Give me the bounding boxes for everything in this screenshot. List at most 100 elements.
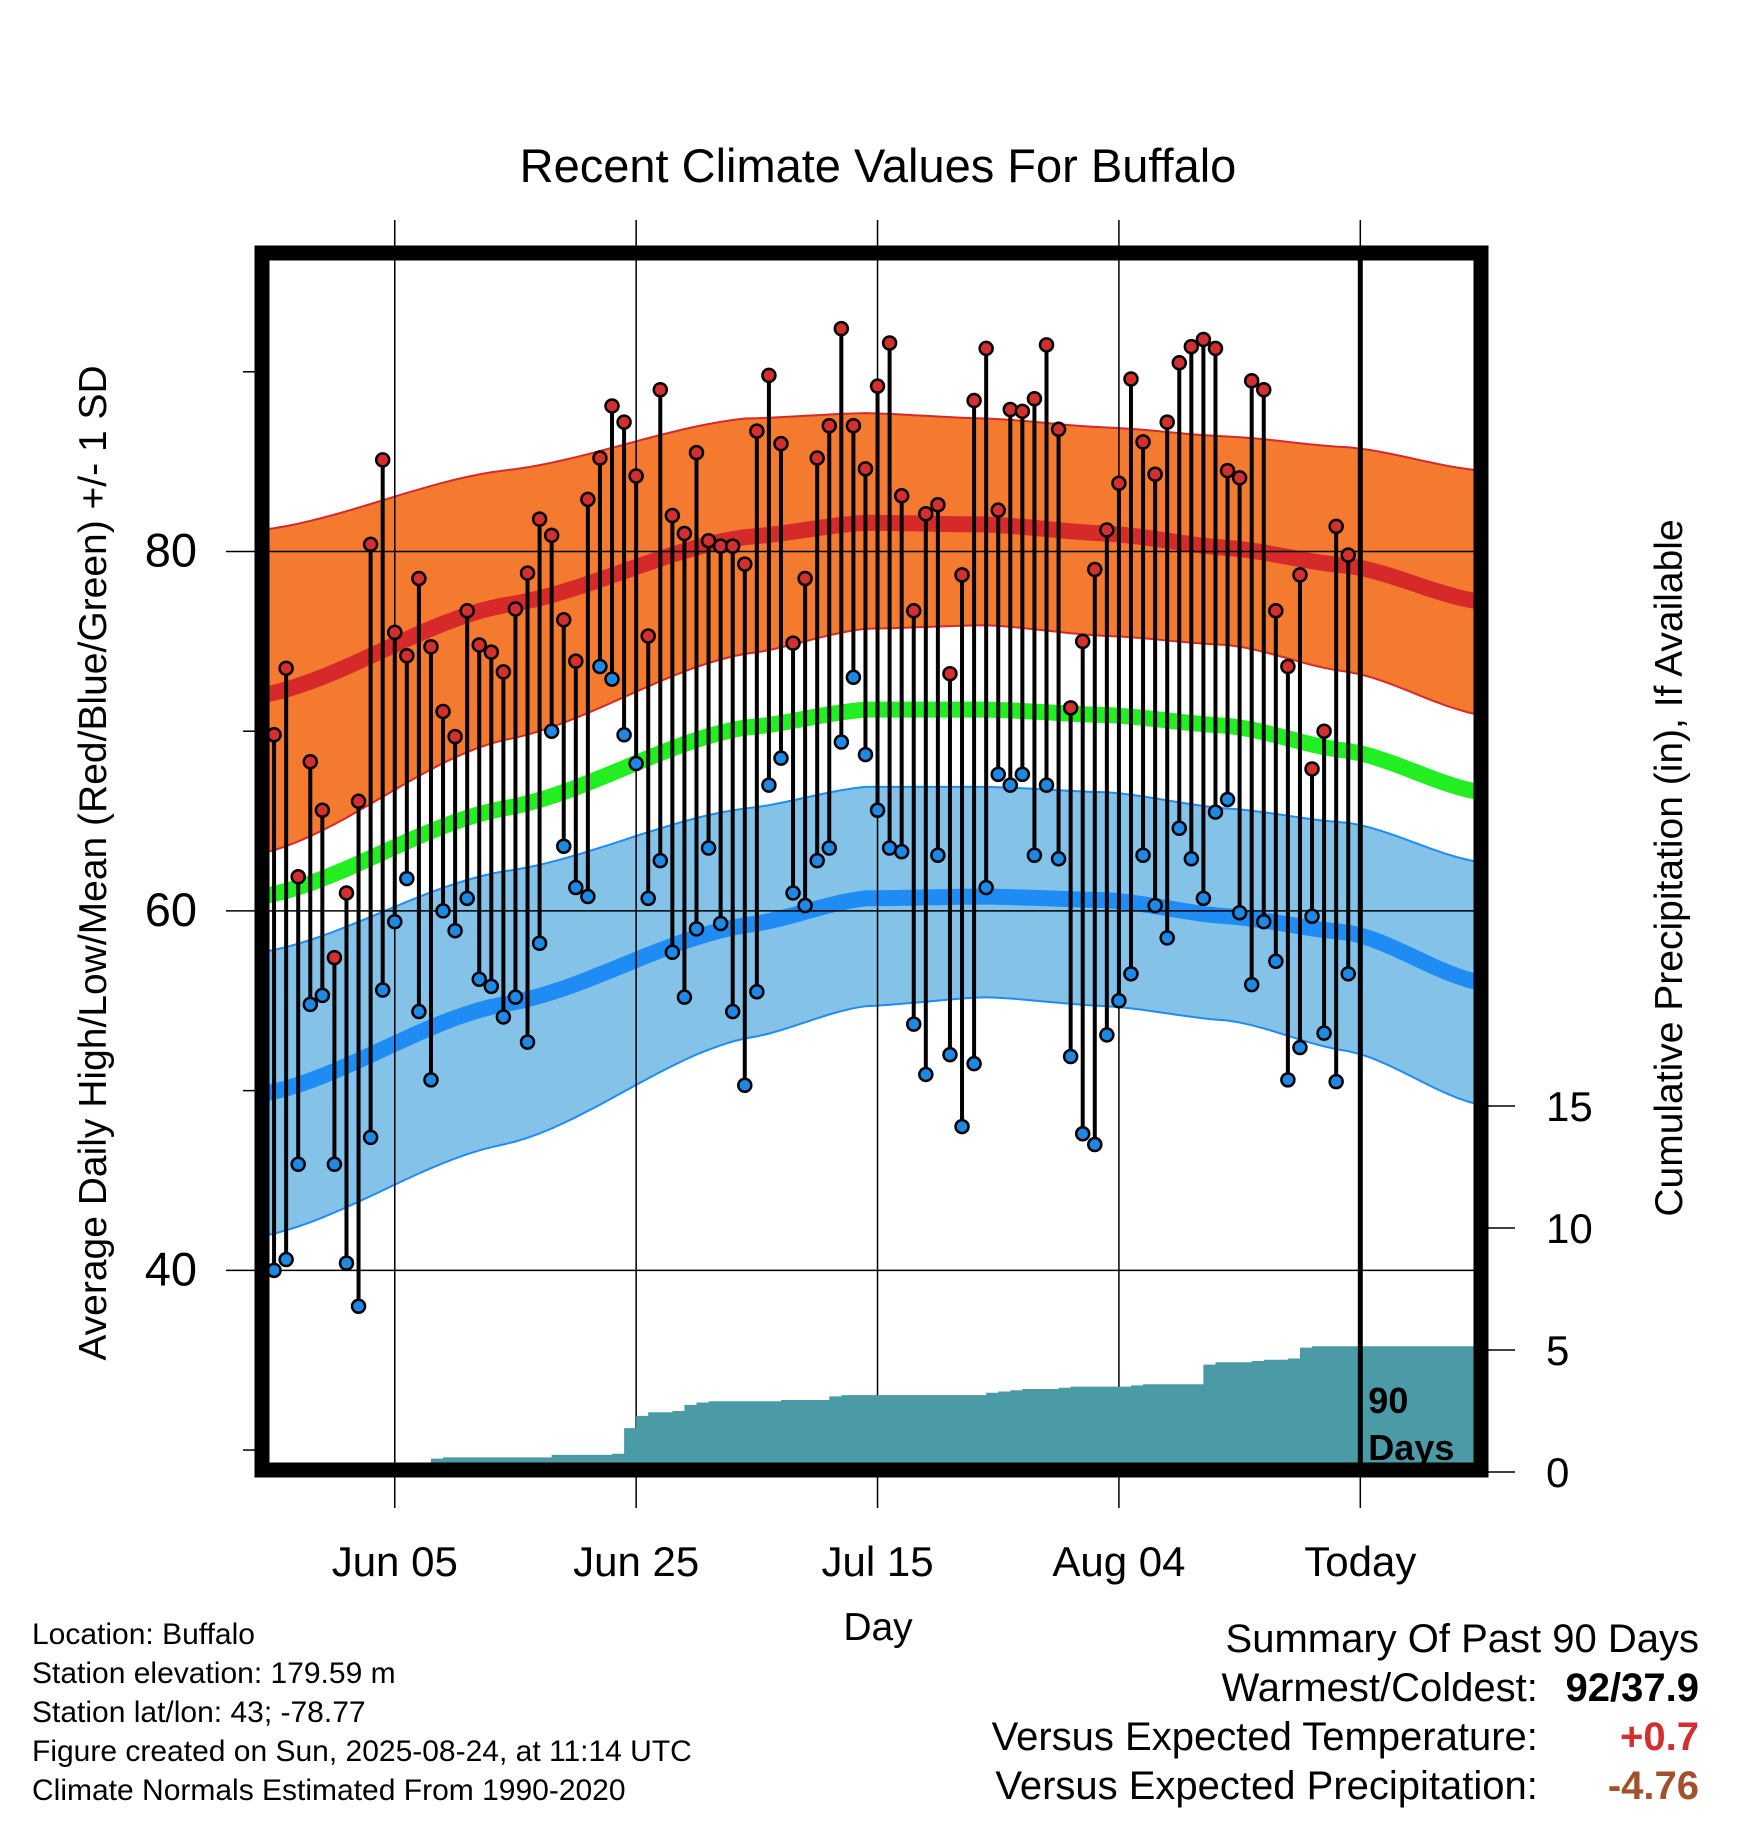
daily-high-point: [954, 567, 970, 583]
normals-text: Climate Normals Estimated From 1990-2020: [32, 1774, 626, 1807]
daily-high-point: [857, 461, 874, 477]
daily-low-point: [399, 870, 415, 887]
daily-high-point: [326, 949, 343, 966]
daily-low-point: [1316, 1025, 1332, 1041]
x-tick-label: Jul 15: [821, 1538, 933, 1585]
summary-panel: Summary Of Past 90 Days Warmest/Coldest:…: [992, 1615, 1699, 1811]
daily-low-point: [652, 852, 669, 869]
daily-high-point: [411, 570, 427, 587]
daily-high-point: [978, 340, 994, 357]
daily-low-point: [374, 982, 391, 998]
y-tick-label-right: 0: [1546, 1449, 1569, 1496]
daily-high-point: [543, 527, 560, 544]
daily-low-point: [761, 777, 777, 793]
daily-high-point: [1159, 414, 1175, 430]
daily-high-point: [905, 603, 922, 619]
daily-low-point: [278, 1251, 294, 1268]
daily-low-point: [604, 671, 620, 687]
daily-high-point: [918, 506, 934, 522]
axes: Jun 05 Jun 25 Jul 15 Aug 04 Today 40 60 80 0 5 10 1…: [145, 220, 1593, 1585]
daily-high-point: [809, 450, 825, 466]
daily-low-point: [519, 1034, 536, 1050]
daily-low-point: [507, 989, 524, 1005]
daily-high-point: [1087, 561, 1103, 578]
daily-low-point: [543, 723, 560, 739]
daily-high-point: [1050, 421, 1067, 438]
daily-high-point: [568, 653, 584, 669]
daily-high-point: [797, 570, 813, 587]
elevation-text: Station elevation: 179.59 m: [32, 1657, 396, 1690]
daily-low-point: [1183, 851, 1200, 867]
today-marker-label: 90: [1368, 1380, 1408, 1421]
daily-low-point: [1026, 847, 1043, 863]
daily-high-point: [1292, 567, 1308, 583]
daily-high-point: [1014, 403, 1031, 420]
daily-low-point: [387, 913, 403, 930]
daily-low-point: [942, 1046, 958, 1063]
daily-high-point: [664, 507, 681, 524]
daily-high-point: [724, 538, 741, 554]
daily-low-point: [797, 897, 813, 914]
daily-high-point: [1280, 658, 1296, 675]
daily-low-point: [1280, 1072, 1296, 1088]
daily-low-point: [688, 921, 705, 937]
daily-high-point: [966, 392, 982, 409]
daily-high-point: [1304, 761, 1320, 777]
daily-high-point: [507, 601, 524, 617]
temp-anomaly-value: +0.7: [1620, 1715, 1699, 1759]
daily-low-point: [1038, 777, 1055, 793]
daily-high-point: [435, 703, 451, 720]
daily-low-point: [1328, 1073, 1344, 1090]
daily-high-point: [423, 638, 439, 655]
precipitation-area: [418, 1345, 1481, 1470]
precip-anomaly-value: -4.76: [1607, 1764, 1699, 1808]
daily-low-point: [1014, 766, 1031, 783]
daily-low-point: [616, 727, 632, 743]
daily-high-point: [302, 754, 319, 770]
daily-low-point: [555, 838, 572, 854]
daily-low-point: [737, 1077, 753, 1093]
y-tick-label-right: 5: [1546, 1327, 1569, 1374]
daily-low-point: [459, 890, 475, 907]
daily-low-point: [1231, 904, 1248, 921]
warmest-coldest-row: Warmest/Coldest: 92/37.9: [992, 1664, 1700, 1713]
daily-low-point: [1099, 1027, 1115, 1043]
daily-high-point: [616, 414, 632, 430]
daily-high-point: [519, 565, 536, 581]
daily-low-point: [676, 989, 693, 1005]
daily-high-point: [821, 417, 838, 434]
daily-high-point: [278, 660, 294, 677]
daily-high-point: [785, 635, 801, 651]
daily-low-point: [362, 1129, 379, 1146]
daily-high-point: [1219, 462, 1236, 479]
daily-low-point: [592, 658, 608, 675]
daily-low-point: [1087, 1136, 1103, 1153]
daily-high-point: [1195, 331, 1212, 348]
warmest-coldest-label: Warmest/Coldest:: [1221, 1666, 1538, 1710]
daily-high-point: [749, 423, 765, 439]
daily-low-point: [1243, 976, 1260, 993]
daily-low-point: [314, 987, 331, 1004]
daily-high-point: [374, 452, 391, 468]
daily-low-point: [845, 669, 862, 686]
daily-low-point: [423, 1072, 439, 1088]
daily-high-point: [833, 320, 850, 337]
daily-high-point: [338, 885, 355, 901]
daily-high-point: [362, 536, 379, 553]
daily-low-point: [326, 1156, 343, 1173]
plot-frame: [254, 245, 1489, 1478]
daily-low-point: [471, 971, 487, 987]
daily-low-point: [1207, 804, 1224, 820]
y-axis-label-left: Average Daily High/Low/Mean (Red/Blue/Gr…: [72, 365, 115, 1360]
daily-low-point: [1292, 1039, 1308, 1056]
daily-high-point: [845, 417, 862, 434]
daily-low-point: [1159, 930, 1175, 946]
daily-low-point: [857, 746, 874, 763]
daily-low-point: [350, 1298, 367, 1315]
daily-high-point: [1147, 466, 1163, 482]
y-tick-label-right: 15: [1546, 1083, 1593, 1130]
daily-high-point: [592, 450, 608, 466]
daily-high-point: [1340, 547, 1356, 563]
daily-low-point: [495, 1009, 512, 1025]
daily-low-point: [411, 1003, 427, 1020]
